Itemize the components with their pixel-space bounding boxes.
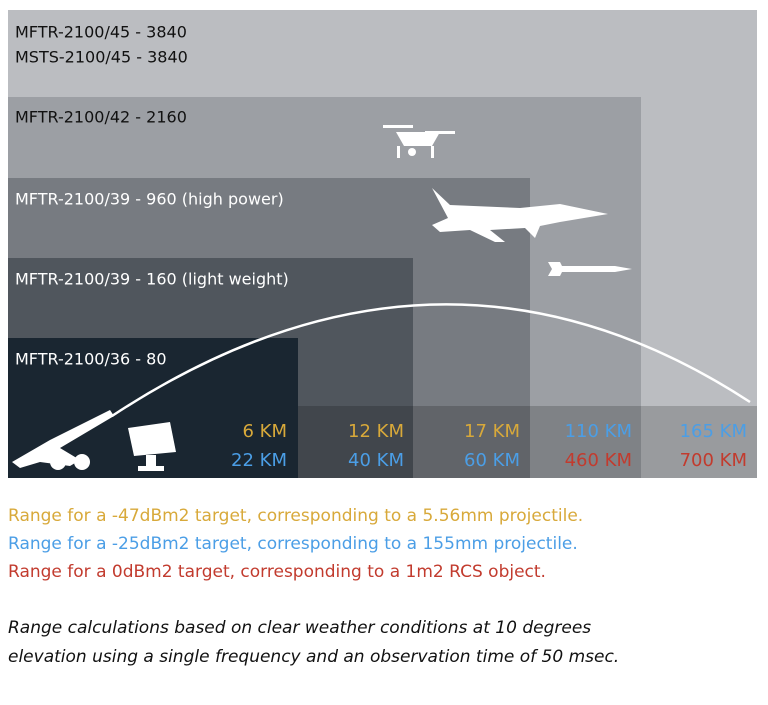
range-label: 22 KM	[231, 450, 287, 471]
system-label: MSTS-2100/45 - 3840	[15, 48, 188, 67]
drone-icon	[383, 125, 455, 158]
missile-icon	[548, 262, 632, 276]
legend-line: Range for a 0dBm2 target, corresponding …	[8, 562, 546, 582]
system-label: MFTR-2100/42 - 2160	[15, 108, 187, 127]
range-label: 40 KM	[348, 450, 404, 471]
range-label: 700 KM	[680, 450, 747, 471]
note-line: elevation using a single frequency and a…	[8, 647, 619, 667]
system-label: MFTR-2100/36 - 80	[15, 350, 167, 369]
jet-icon	[432, 188, 608, 242]
legend-line: Range for a -47dBm2 target, correspondin…	[8, 506, 583, 526]
range-label: 12 KM	[348, 421, 404, 442]
range-label: 17 KM	[464, 421, 520, 442]
howitzer-icon	[12, 410, 114, 470]
range-label: 110 KM	[565, 421, 632, 442]
system-label: MFTR-2100/39 - 160 (light weight)	[15, 270, 289, 289]
range-label: 165 KM	[680, 421, 747, 442]
legend-line: Range for a -25dBm2 target, correspondin…	[8, 534, 578, 554]
radar-icon	[128, 422, 176, 471]
note-line: Range calculations based on clear weathe…	[8, 618, 591, 638]
range-label: 6 KM	[242, 421, 287, 442]
trajectory-arc	[111, 303, 751, 418]
range-label: 460 KM	[565, 450, 632, 471]
system-label: MFTR-2100/45 - 3840	[15, 23, 187, 42]
range-label: 60 KM	[464, 450, 520, 471]
range-strip	[298, 406, 757, 478]
system-label: MFTR-2100/39 - 960 (high power)	[15, 190, 284, 209]
